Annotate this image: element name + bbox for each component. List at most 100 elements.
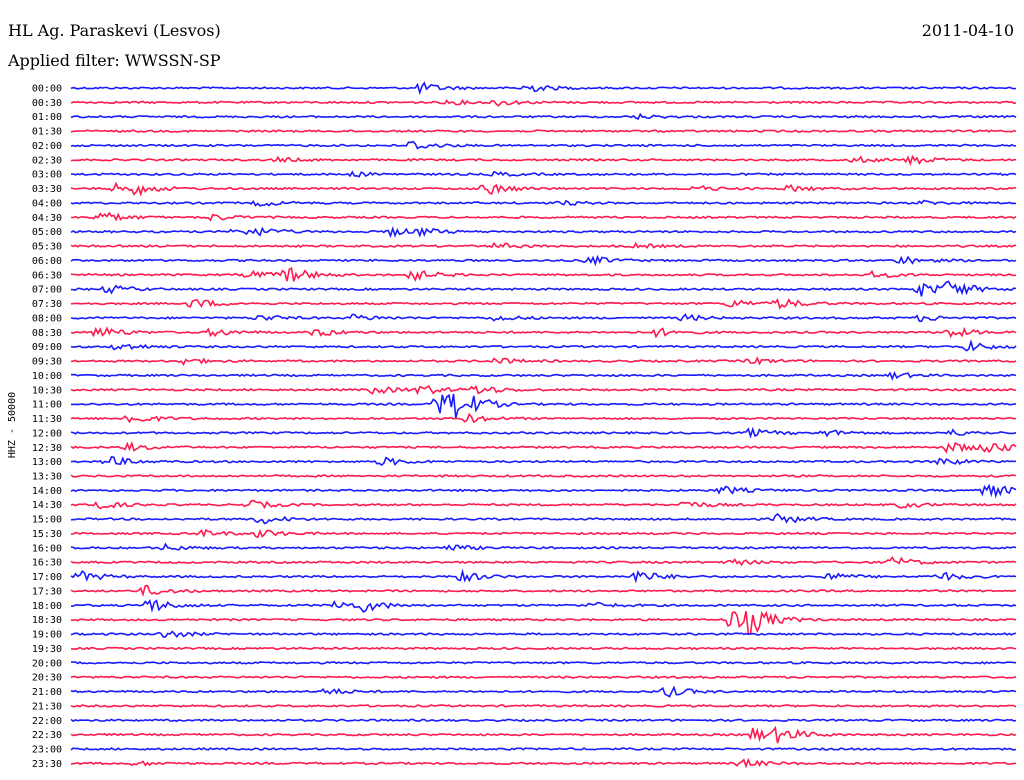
- trace-row: [71, 646, 1017, 651]
- trace-row: [70, 313, 1017, 323]
- time-label: 22:00: [32, 716, 62, 727]
- time-label: 13:00: [32, 457, 62, 468]
- time-label: 17:00: [32, 572, 62, 583]
- time-label: 02:30: [32, 155, 62, 166]
- time-label: 00:00: [32, 84, 62, 95]
- time-label: 01:30: [32, 127, 62, 138]
- time-label: 06:00: [32, 256, 62, 267]
- trace-row: [71, 211, 1017, 222]
- time-label: 01:00: [32, 112, 62, 123]
- trace-row: [70, 568, 1017, 584]
- station-title: HL Ag. Paraskevi (Lesvos): [8, 21, 221, 40]
- trace-row: [70, 630, 1017, 639]
- trace-row: [70, 225, 1017, 239]
- time-label: 03:30: [32, 184, 62, 195]
- time-label: 05:30: [32, 242, 62, 253]
- trace-row: [70, 747, 1017, 751]
- time-label: 14:30: [32, 500, 62, 511]
- time-label: 17:30: [32, 586, 62, 597]
- trace-row: [70, 254, 1017, 267]
- trace-row: [70, 267, 1017, 282]
- trace-row: [70, 704, 1017, 708]
- time-label: 11:00: [32, 400, 62, 411]
- time-label: 19:30: [32, 644, 62, 655]
- trace-row: [70, 675, 1017, 679]
- time-label: 00:30: [32, 98, 62, 109]
- trace-row: [70, 384, 1017, 396]
- trace-row: [70, 584, 1017, 597]
- time-label: 18:30: [32, 615, 62, 626]
- filter-label: Applied filter: WWSSN-SP: [7, 51, 221, 70]
- time-label: 18:00: [32, 601, 62, 612]
- time-label: 15:00: [32, 515, 62, 526]
- time-labels: 00:00 00:30 01:00 01:30 02:00 02:30 03:00 03:30…: [32, 84, 62, 770]
- trace-row: [70, 280, 1017, 297]
- trace-row: [70, 598, 1017, 613]
- date-label: 2011-04-10: [922, 21, 1014, 40]
- time-label: 11:30: [32, 414, 62, 425]
- time-label: 10:30: [32, 385, 62, 396]
- time-label: 02:00: [32, 141, 62, 152]
- trace-row: [70, 298, 1017, 310]
- trace-row: [70, 241, 1017, 250]
- trace-row: [70, 610, 1016, 636]
- trace-row: [70, 99, 1017, 107]
- time-label: 06:30: [32, 270, 62, 281]
- time-label: 15:30: [32, 529, 62, 540]
- trace-row: [71, 393, 1017, 419]
- trace-row: [70, 757, 1017, 769]
- time-label: 05:00: [32, 227, 62, 238]
- trace-row: [70, 555, 1017, 567]
- time-label: 03:00: [32, 170, 62, 181]
- trace-row: [70, 512, 1017, 525]
- trace-row: [70, 718, 1017, 723]
- time-label: 10:00: [32, 371, 62, 382]
- time-label: 23:00: [32, 745, 62, 756]
- time-label: 12:00: [32, 428, 62, 439]
- trace-row: [70, 426, 1017, 439]
- trace-row: [70, 474, 1017, 478]
- time-label: 08:00: [32, 313, 62, 324]
- trace-row: [70, 356, 1017, 367]
- trace-row: [70, 326, 1017, 339]
- trace-row: [70, 456, 1017, 467]
- time-label: 14:00: [32, 486, 62, 497]
- trace-row: [70, 483, 1017, 499]
- trace-row: [70, 370, 1017, 381]
- trace-row: [70, 81, 1017, 96]
- time-label: 21:00: [32, 687, 62, 698]
- time-label: 20:00: [32, 658, 62, 669]
- time-label: 09:30: [32, 357, 62, 368]
- trace-row: [70, 542, 1017, 551]
- time-label: 09:00: [32, 342, 62, 353]
- trace-row: [70, 199, 1017, 207]
- time-label: 07:30: [32, 299, 62, 310]
- time-label: 04:30: [32, 213, 62, 224]
- time-label: 07:00: [32, 285, 62, 296]
- time-label: 21:30: [32, 701, 62, 712]
- time-label: 16:30: [32, 558, 62, 569]
- trace-row: [70, 140, 1017, 150]
- time-label: 16:00: [32, 543, 62, 554]
- trace-row: [70, 528, 1017, 539]
- trace-row: [70, 181, 1016, 197]
- trace-row: [70, 440, 1017, 454]
- time-label: 22:30: [32, 730, 62, 741]
- time-label: 23:30: [32, 759, 62, 770]
- trace-row: [70, 685, 1017, 698]
- trace-row: [70, 129, 1017, 133]
- trace-row: [70, 338, 1017, 352]
- time-label: 13:30: [32, 471, 62, 482]
- trace-row: [70, 661, 1017, 665]
- time-label: 08:30: [32, 328, 62, 339]
- time-label: 04:00: [32, 198, 62, 209]
- time-label: 12:30: [32, 443, 62, 454]
- time-label: 20:30: [32, 673, 62, 684]
- trace-row: [70, 499, 1017, 510]
- trace-row: [70, 112, 1017, 121]
- trace-group: [70, 81, 1017, 769]
- trace-row: [70, 170, 1017, 178]
- time-label: 19:00: [32, 630, 62, 641]
- trace-row: [70, 412, 1017, 424]
